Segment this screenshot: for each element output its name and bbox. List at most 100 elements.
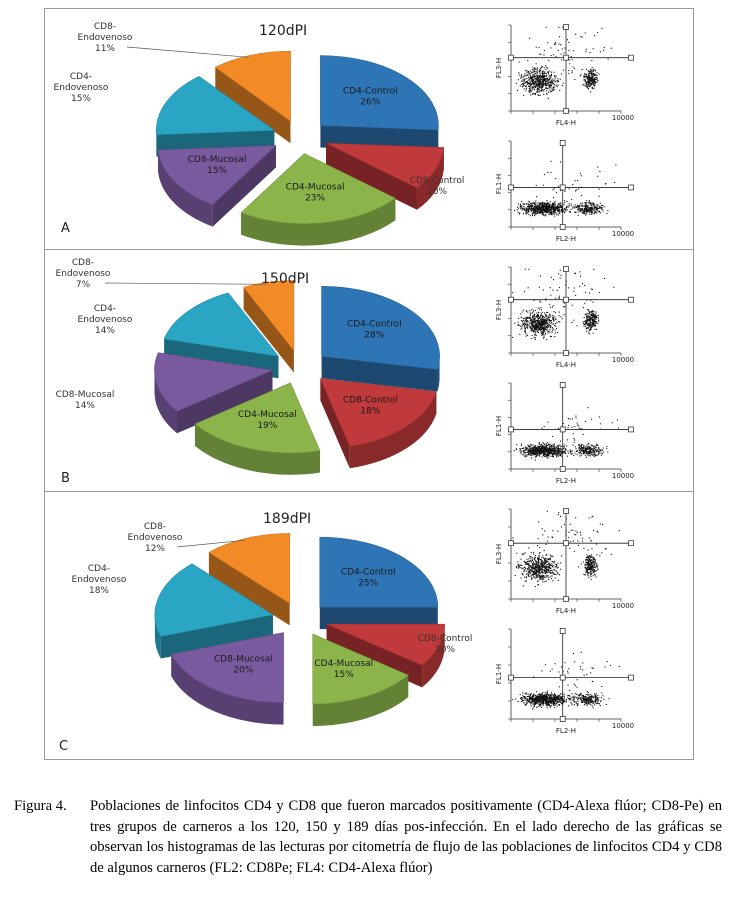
pie-slice-cd4-mucosal — [240, 153, 396, 224]
figure-frame: CD4-Control 26% CD8-Control 10% CD4-Mucosal 2… — [44, 8, 694, 760]
quadrant-handle — [508, 426, 514, 433]
pie-slice-cd8-mucosal — [154, 352, 274, 412]
pie-value-label: 20% — [233, 665, 253, 675]
pie-category-label: CD4- — [88, 564, 110, 574]
x-axis-max-label: 10000 — [612, 114, 634, 122]
pie-value-label: 23% — [305, 194, 325, 204]
quadrant-handle — [559, 628, 566, 634]
quadrant-handle — [563, 508, 569, 514]
pie-slice-cd4-control — [320, 55, 439, 131]
quadrant-handle — [559, 426, 566, 433]
pie-category-label: CD8-Mucosal — [188, 155, 247, 165]
quadrant-handle — [563, 54, 569, 61]
pie-value-label: 7% — [76, 280, 91, 290]
y-axis-label: FL1-H — [495, 416, 503, 436]
pie-slice-cd8-endovenoso — [208, 533, 290, 604]
x-axis-max-label: 10000 — [612, 230, 634, 238]
panel-letter: B — [61, 471, 70, 486]
quadrant-handle — [563, 596, 569, 602]
pie-slice-cd4-endovenoso — [163, 292, 280, 357]
pie-slice-side-cd4-mucosal — [241, 198, 396, 246]
quadrant-handle — [559, 466, 566, 472]
quadrant-handle — [559, 224, 566, 230]
pie-slice-wall-cd8-endovenoso — [215, 67, 291, 144]
pie-slice-cd4-mucosal — [194, 382, 321, 454]
quadrant-handle — [563, 540, 569, 547]
pie-slice-cd8-mucosal — [170, 632, 284, 703]
pie-slice-wall-cd8-endovenoso — [208, 552, 290, 626]
quadrant-handle — [508, 184, 514, 191]
flow-histogram-fl3-fl4: FL3-H FL4-H 10000 — [493, 21, 643, 129]
quadrant-handle — [559, 140, 566, 146]
x-axis-label: FL4-H — [556, 607, 576, 615]
caption-text: Poblaciones de linfocitos CD4 y CD8 que … — [90, 798, 722, 876]
quadrant-handle — [508, 674, 514, 681]
pie-labels: CD4-Control25%CD8-Control10%CD4-Mucosal1… — [72, 522, 473, 680]
pie-slice-wall-cd4-control — [321, 356, 438, 392]
pie-value-label: 11% — [95, 44, 115, 54]
pie-slice-wall-cd4-endovenoso — [160, 614, 273, 659]
pie-category-label: CD4- — [70, 72, 92, 82]
quadrant-handle — [508, 54, 514, 61]
pie-slice-side-cd8-control — [422, 624, 445, 688]
pie-value-label: 15% — [334, 670, 354, 680]
pie-slice-cd8-mucosal — [157, 145, 277, 206]
pie-category-label: CD8-Mucosal — [56, 390, 115, 400]
x-axis-label: FL2-H — [556, 727, 576, 735]
pie-labels: CD4-Control28%CD8-Control18%CD4-Mucosal1… — [56, 258, 402, 431]
dot-cloud — [515, 26, 612, 99]
panel-letter: A — [61, 221, 70, 236]
panel-title: 150dPI — [261, 271, 310, 287]
pie-slice-cd4-control — [319, 536, 439, 608]
pie-tops — [154, 280, 440, 454]
pie-slice-side-cd8-control — [416, 147, 444, 210]
pie-slice-wall-cd8-control — [326, 143, 417, 210]
pie-tops — [154, 533, 445, 705]
quadrant-handle — [508, 540, 514, 547]
pie-slice-cd4-mucosal — [312, 633, 409, 705]
pie-category-label: Endovenoso — [128, 533, 183, 543]
pie-category-label: Endovenoso — [78, 33, 133, 43]
pie-slice-cd8-endovenoso — [243, 280, 295, 352]
y-axis-label: FL3-H — [495, 544, 503, 564]
pie-value-label: 28% — [364, 330, 384, 340]
pie-value-label: 10% — [435, 645, 455, 655]
quadrant-handle — [628, 426, 634, 433]
x-axis-label: FL2-H — [556, 235, 576, 243]
quadrant-handle — [559, 674, 566, 681]
x-axis-max-label: 10000 — [612, 602, 634, 610]
pie-slice-wall-cd4-control — [319, 607, 438, 630]
pie-category-label: CD8-Control — [418, 634, 473, 644]
x-axis-max-label: 10000 — [612, 722, 634, 730]
y-axis-label: FL3-H — [495, 58, 503, 78]
panel-letter: C — [59, 739, 69, 754]
quadrant-handle — [628, 540, 634, 547]
pie-slice-wall-cd8-endovenoso — [243, 287, 294, 373]
pie-slice-cd8-endovenoso — [214, 50, 291, 122]
pie-value-label: 15% — [71, 94, 91, 104]
panel-c: CD4-Control 25% CD8-Control 10% CD4-Mucosal 1… — [45, 491, 693, 759]
pie-category-label: CD8- — [94, 22, 116, 32]
dot-cloud — [512, 510, 620, 588]
x-axis-max-label: 10000 — [612, 356, 634, 364]
pie-value-label: 18% — [89, 586, 109, 596]
dot-cloud — [513, 160, 617, 217]
pie-slice-cd4-endovenoso — [154, 563, 274, 637]
pie-category-label: CD4-Mucosal — [238, 410, 297, 420]
pie-leader-line — [126, 46, 249, 58]
quadrant-handle — [508, 296, 514, 303]
pie-value-label: 12% — [145, 544, 165, 554]
pie-slice-side-cd4-mucosal — [195, 423, 320, 475]
flow-histogram-fl1-fl2: FL1-H FL2-H 10000 — [493, 625, 643, 737]
dot-cloud — [512, 651, 620, 710]
x-axis-label: FL4-H — [556, 361, 576, 369]
pie-tops — [156, 50, 445, 224]
pie-category-label: CD8-Mucosal — [214, 654, 273, 664]
quadrant-handle — [628, 184, 634, 191]
pie-value-label: 26% — [360, 98, 380, 108]
pie-slice-side-cd4-mucosal — [312, 675, 409, 726]
quadrant-handle — [559, 184, 566, 191]
pie-value-label: 19% — [257, 421, 277, 431]
